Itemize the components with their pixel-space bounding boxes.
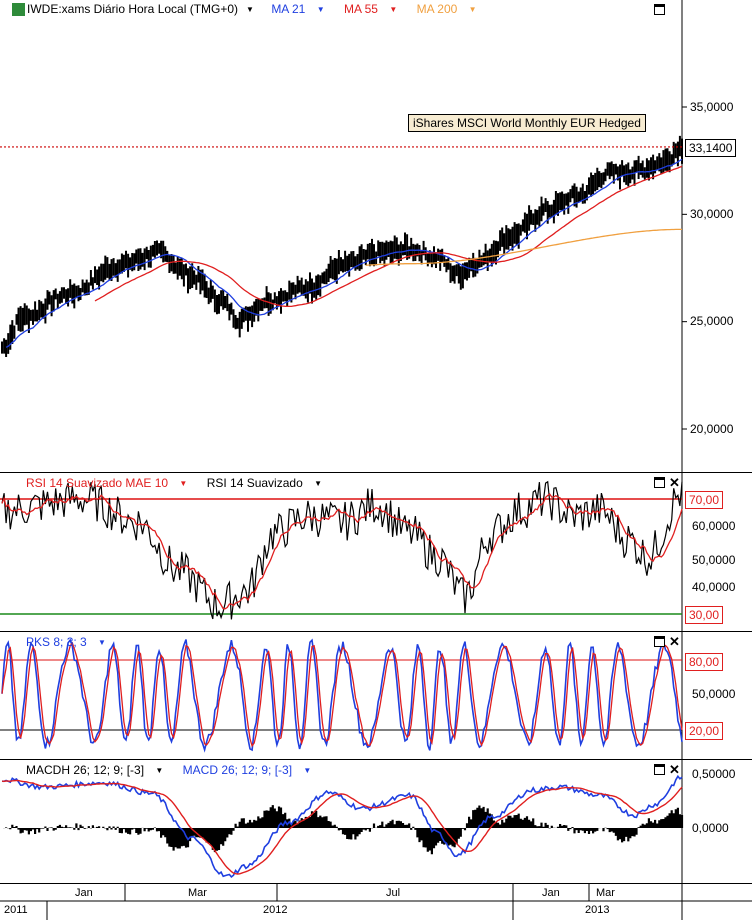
x-month-label: Mar xyxy=(188,887,207,899)
chevron-down-icon: ▼ xyxy=(155,766,164,776)
chevron-down-icon: ▼ xyxy=(316,5,325,15)
macd-legend: MACDH 26; 12; 9; [-3] ▼ MACD 26; 12; 9; … xyxy=(26,763,327,777)
rsi-upper-badge: 70,00 xyxy=(685,491,724,509)
pks-signal-line xyxy=(1,641,683,748)
legend-rsi[interactable]: RSI 14 Suavizado ▼ xyxy=(207,476,330,490)
legend-ma200[interactable]: MA 200 ▼ xyxy=(417,2,485,16)
price-chart[interactable] xyxy=(0,0,752,473)
rsi-legend: RSI 14 Suavizado MAE 10 ▼ RSI 14 Suaviza… xyxy=(26,476,338,490)
macd-signal-line xyxy=(1,779,683,875)
x-year-label: 2011 xyxy=(4,904,28,916)
chevron-down-icon: ▼ xyxy=(314,479,323,489)
y-tick-label: 50,0000 xyxy=(692,687,736,701)
x-axis[interactable]: Jan Mar Jul Jan Mar 2011 2012 2013 xyxy=(0,884,752,920)
y-tick-label: 40,0000 xyxy=(692,580,736,594)
last-price-badge: 33,1400 xyxy=(685,139,737,157)
stoch-chart[interactable] xyxy=(0,632,752,760)
y-tick-label: 50,0000 xyxy=(692,553,736,567)
stoch-pane[interactable]: PKS 8; 3; 3 ▼ ✕ 80,00 50,0000 20,00 xyxy=(0,632,752,760)
x-month-label: Jan xyxy=(75,887,93,899)
y-tick-label: 30,0000 xyxy=(690,207,734,221)
legend-rsi-label: RSI 14 Suavizado xyxy=(206,476,303,490)
maximize-icon[interactable] xyxy=(654,764,665,775)
price-bars xyxy=(1,135,683,357)
close-icon[interactable]: ✕ xyxy=(669,475,680,490)
legend-ma200-label: MA 200 xyxy=(416,2,458,16)
legend-macdh[interactable]: MACDH 26; 12; 9; [-3] ▼ xyxy=(26,763,171,777)
rsi-lower-badge: 30,00 xyxy=(685,606,724,624)
legend-ma55-label: MA 55 xyxy=(343,2,378,16)
y-tick-label: 35,0000 xyxy=(690,100,734,114)
legend-rsi-mae-label: RSI 14 Suavizado MAE 10 xyxy=(26,476,169,490)
chart-annotation[interactable]: iShares MSCI World Monthly EUR Hedged xyxy=(408,114,646,132)
stoch-lower-badge: 20,00 xyxy=(685,722,724,740)
maximize-icon[interactable] xyxy=(654,4,665,15)
stoch-legend: PKS 8; 3; 3 ▼ xyxy=(26,635,122,649)
legend-pks-label: PKS 8; 3; 3 xyxy=(26,635,87,649)
legend-macd[interactable]: MACD 26; 12; 9; [-3] ▼ xyxy=(183,763,320,777)
ma21-line xyxy=(5,158,683,348)
exchange-icon xyxy=(12,3,25,17)
y-tick-label: 0,0000 xyxy=(692,821,729,835)
chevron-down-icon: ▼ xyxy=(179,479,188,489)
x-year-label: 2013 xyxy=(585,904,610,916)
close-icon[interactable]: ✕ xyxy=(669,634,680,649)
x-axis-lines xyxy=(0,884,752,920)
macd-chart[interactable] xyxy=(0,760,752,884)
pks-line xyxy=(1,638,683,753)
legend-macd-label: MACD 26; 12; 9; [-3] xyxy=(182,763,293,777)
chevron-down-icon: ▼ xyxy=(468,5,477,15)
chevron-down-icon[interactable]: ▼ xyxy=(246,5,254,15)
rsi-mae-line xyxy=(1,493,683,610)
ma200-line xyxy=(365,228,682,266)
legend-pks[interactable]: PKS 8; 3; 3 ▼ xyxy=(26,635,114,649)
stoch-upper-badge: 80,00 xyxy=(685,653,724,671)
rsi-line xyxy=(1,480,683,620)
legend-ma21[interactable]: MA 21 ▼ xyxy=(271,2,332,16)
maximize-icon[interactable] xyxy=(654,636,665,647)
x-month-label: Jan xyxy=(542,887,560,899)
chevron-down-icon: ▼ xyxy=(98,638,106,648)
legend-symbol[interactable]: IWDE:xams Diário Hora Local (TMG+0) xyxy=(27,2,239,16)
y-tick-label: 20,0000 xyxy=(690,422,734,436)
legend-macdh-label: MACDH 26; 12; 9; [-3] xyxy=(26,763,145,777)
macd-line xyxy=(1,774,683,879)
legend-rsi-mae[interactable]: RSI 14 Suavizado MAE 10 ▼ xyxy=(26,476,195,490)
maximize-icon[interactable] xyxy=(654,477,665,488)
y-tick-label: 0,50000 xyxy=(692,767,736,781)
x-year-label: 2012 xyxy=(263,904,288,916)
chevron-down-icon: ▼ xyxy=(303,766,312,776)
chevron-down-icon: ▼ xyxy=(389,5,398,15)
y-tick-label: 60,0000 xyxy=(692,519,736,533)
price-legend: IWDE:xams Diário Hora Local (TMG+0) ▼ MA … xyxy=(12,2,493,17)
price-pane[interactable]: IWDE:xams Diário Hora Local (TMG+0) ▼ MA … xyxy=(0,0,752,473)
legend-ma21-label: MA 21 xyxy=(271,2,306,16)
macdh-histogram xyxy=(2,805,684,855)
x-month-label: Jul xyxy=(386,887,401,899)
rsi-chart[interactable] xyxy=(0,473,752,632)
macd-pane[interactable]: MACDH 26; 12; 9; [-3] ▼ MACD 26; 12; 9; … xyxy=(0,760,752,884)
y-tick-label: 25,0000 xyxy=(690,314,734,328)
legend-ma55[interactable]: MA 55 ▼ xyxy=(344,2,405,16)
x-month-label: Mar xyxy=(596,887,615,899)
close-icon[interactable]: ✕ xyxy=(669,762,680,777)
rsi-pane[interactable]: RSI 14 Suavizado MAE 10 ▼ RSI 14 Suaviza… xyxy=(0,473,752,632)
